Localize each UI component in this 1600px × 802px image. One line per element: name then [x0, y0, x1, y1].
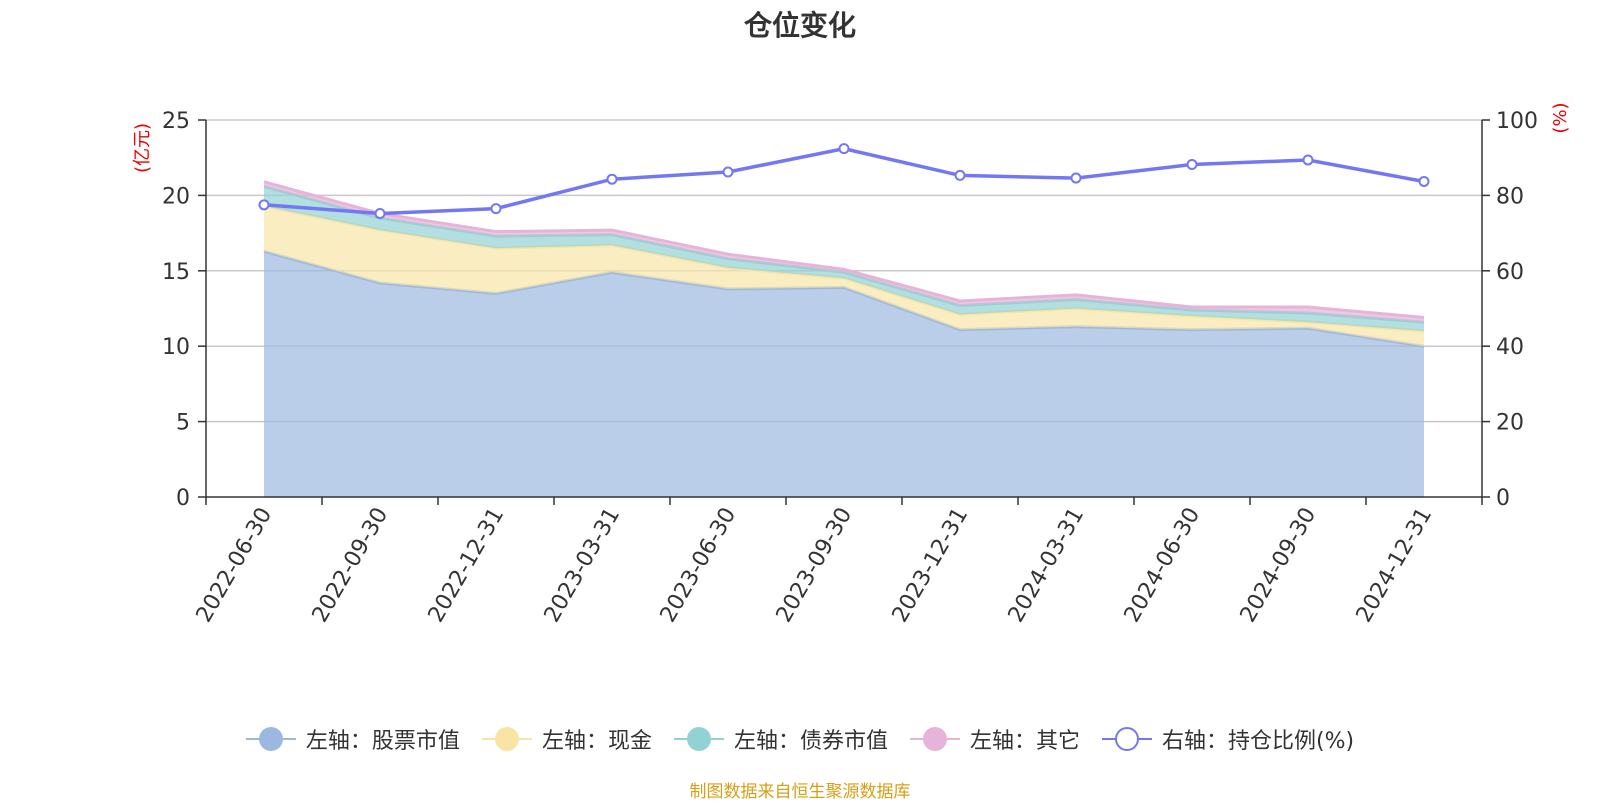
- ratio-point: [374, 207, 386, 219]
- legend-ratio-icon: [1101, 727, 1152, 751]
- x-tick-label: 2023-12-31: [888, 504, 974, 627]
- ratio-point: [1418, 175, 1430, 187]
- x-tick-label: 2022-09-30: [308, 504, 394, 627]
- right-tick-label: 0: [1496, 486, 1510, 511]
- right-tick-label: 20: [1496, 411, 1524, 436]
- legend-item-stock[interactable]: 左轴：股票市值: [245, 723, 460, 755]
- legend-label: 右轴：持仓比例(%): [1161, 729, 1355, 754]
- ratio-point: [954, 169, 966, 181]
- legend: 左轴：股票市值 左轴：现金 左轴：债券市值 左轴：其它 右轴：持仓比例(%): [0, 723, 1600, 755]
- area-0: [264, 251, 1424, 497]
- legend-label: 左轴：其它: [969, 729, 1080, 754]
- data-source-note: 制图数据来自恒生聚源数据库: [689, 782, 911, 802]
- x-tick-label: 2023-06-30: [656, 504, 742, 627]
- x-tick-label: 2023-03-31: [540, 504, 626, 627]
- legend-label: 左轴：股票市值: [305, 729, 460, 754]
- x-tick-label: 2024-09-30: [1236, 504, 1322, 627]
- area-2: [264, 186, 1424, 332]
- left-tick-label: 0: [176, 486, 190, 511]
- position-ratio-line: [258, 143, 1430, 219]
- x-tick-label: 2024-03-31: [1004, 504, 1090, 627]
- legend-label: 左轴：债券市值: [733, 729, 888, 754]
- legend-label: 左轴：现金: [541, 729, 652, 754]
- x-tick-label: 2024-06-30: [1120, 504, 1206, 627]
- left-tick-label: 20: [162, 184, 190, 209]
- left-tick-label: 5: [176, 411, 190, 436]
- right-tick-label: 80: [1496, 184, 1524, 209]
- right-tick-label: 100: [1496, 109, 1538, 134]
- ratio-point: [1302, 154, 1314, 166]
- legend-item-bond[interactable]: 左轴：债券市值: [673, 723, 888, 755]
- ratio-point: [722, 166, 734, 178]
- legend-stock-icon: [245, 727, 296, 751]
- ratio-point: [490, 203, 502, 215]
- legend-other-icon: [909, 727, 960, 751]
- left-tick-label: 15: [162, 260, 190, 285]
- legend-item-other[interactable]: 左轴：其它: [909, 723, 1080, 755]
- ratio-point: [838, 143, 850, 155]
- stacked-areas: [263, 180, 1425, 497]
- x-tick-label: 2023-09-30: [772, 504, 858, 627]
- ratio-line-path: [263, 146, 1425, 216]
- left-axis-unit: (亿元): [132, 123, 153, 173]
- ratio-point: [1186, 158, 1198, 170]
- area-1: [264, 206, 1424, 347]
- ratio-point: [1070, 172, 1082, 184]
- right-tick-label: 40: [1496, 335, 1524, 360]
- legend-item-cash[interactable]: 左轴：现金: [481, 723, 652, 755]
- x-tick-label: 2024-12-31: [1352, 504, 1438, 627]
- right-axis-unit: (%): [1550, 102, 1571, 133]
- right-tick-label: 60: [1496, 260, 1524, 285]
- legend-cash-icon: [481, 727, 532, 751]
- x-tick-label: 2022-12-31: [424, 504, 510, 627]
- area-edge-3: [263, 180, 1425, 319]
- left-tick-label: 25: [162, 109, 190, 134]
- x-tick-label: 2022-06-30: [192, 504, 278, 627]
- chart-title: 仓位变化: [743, 9, 856, 42]
- legend-item-ratio[interactable]: 右轴：持仓比例(%): [1101, 723, 1355, 755]
- ratio-point: [606, 173, 618, 185]
- legend-bond-icon: [673, 727, 724, 751]
- left-tick-label: 10: [162, 335, 190, 360]
- ratio-point: [258, 199, 270, 211]
